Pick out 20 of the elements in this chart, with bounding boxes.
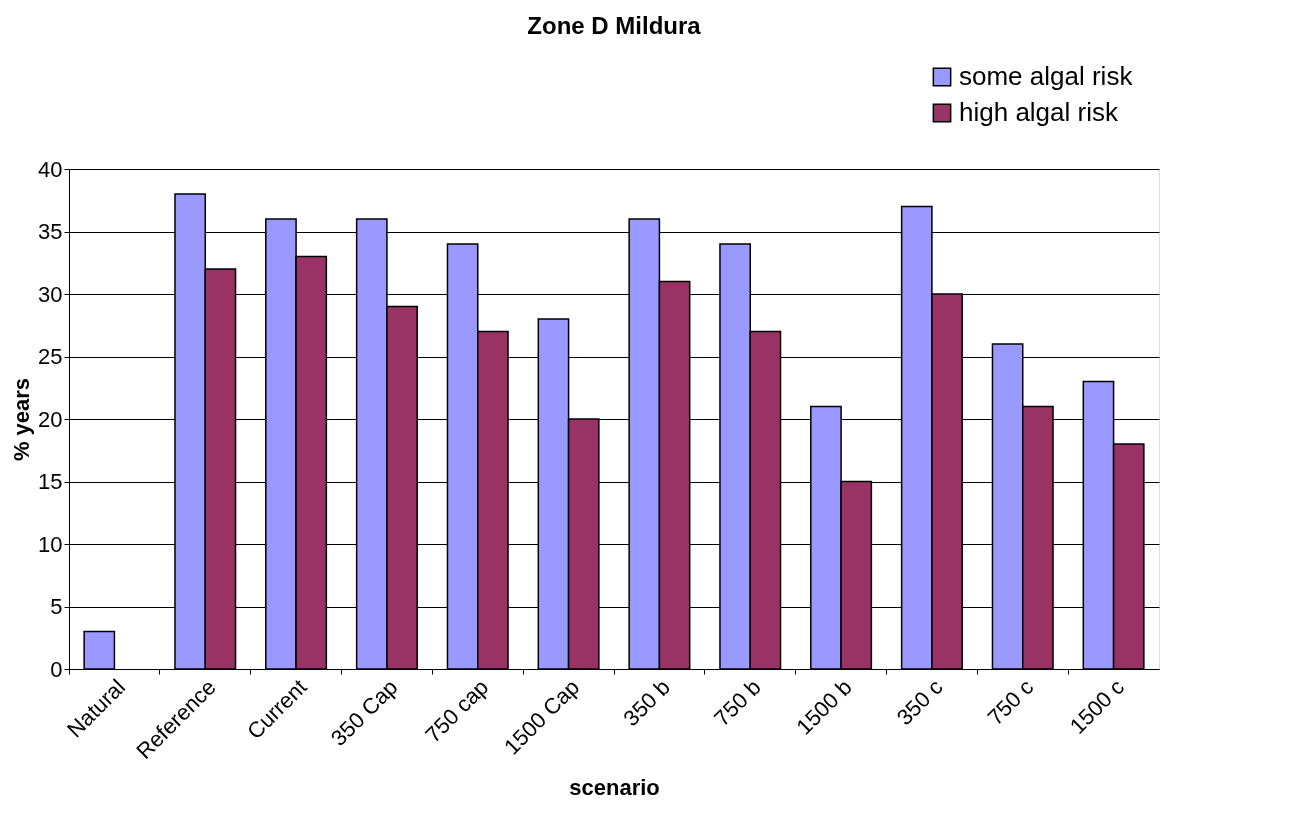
y-tick-label: 20	[38, 406, 63, 432]
y-tick-label: 15	[38, 469, 63, 494]
x-tick-label: 750 c	[982, 674, 1039, 731]
y-tick-label: 5	[50, 594, 63, 619]
y-axis-title: % years	[9, 377, 35, 462]
y-tick-label: 30	[38, 281, 63, 307]
y-tick-label: 0	[50, 656, 63, 682]
y-tick-label: 10	[38, 531, 63, 557]
x-tick-label: 750 b	[709, 674, 766, 731]
legend-label: some algal risk	[959, 61, 1134, 91]
x-tick-label: 350 b	[618, 674, 675, 731]
y-tick-label: 40	[38, 156, 63, 182]
x-axis-title: scenario	[569, 775, 660, 801]
legend-label: high algal risk	[959, 97, 1119, 127]
y-tick-label: 35	[38, 219, 63, 244]
x-tick-label: 350 Cap	[325, 674, 403, 751]
y-tick-label: 25	[38, 344, 63, 369]
x-tick-label: 750 cap	[420, 674, 494, 748]
chart-title: Zone D Mildura	[527, 12, 702, 39]
x-tick-label: 350 c	[891, 674, 948, 731]
